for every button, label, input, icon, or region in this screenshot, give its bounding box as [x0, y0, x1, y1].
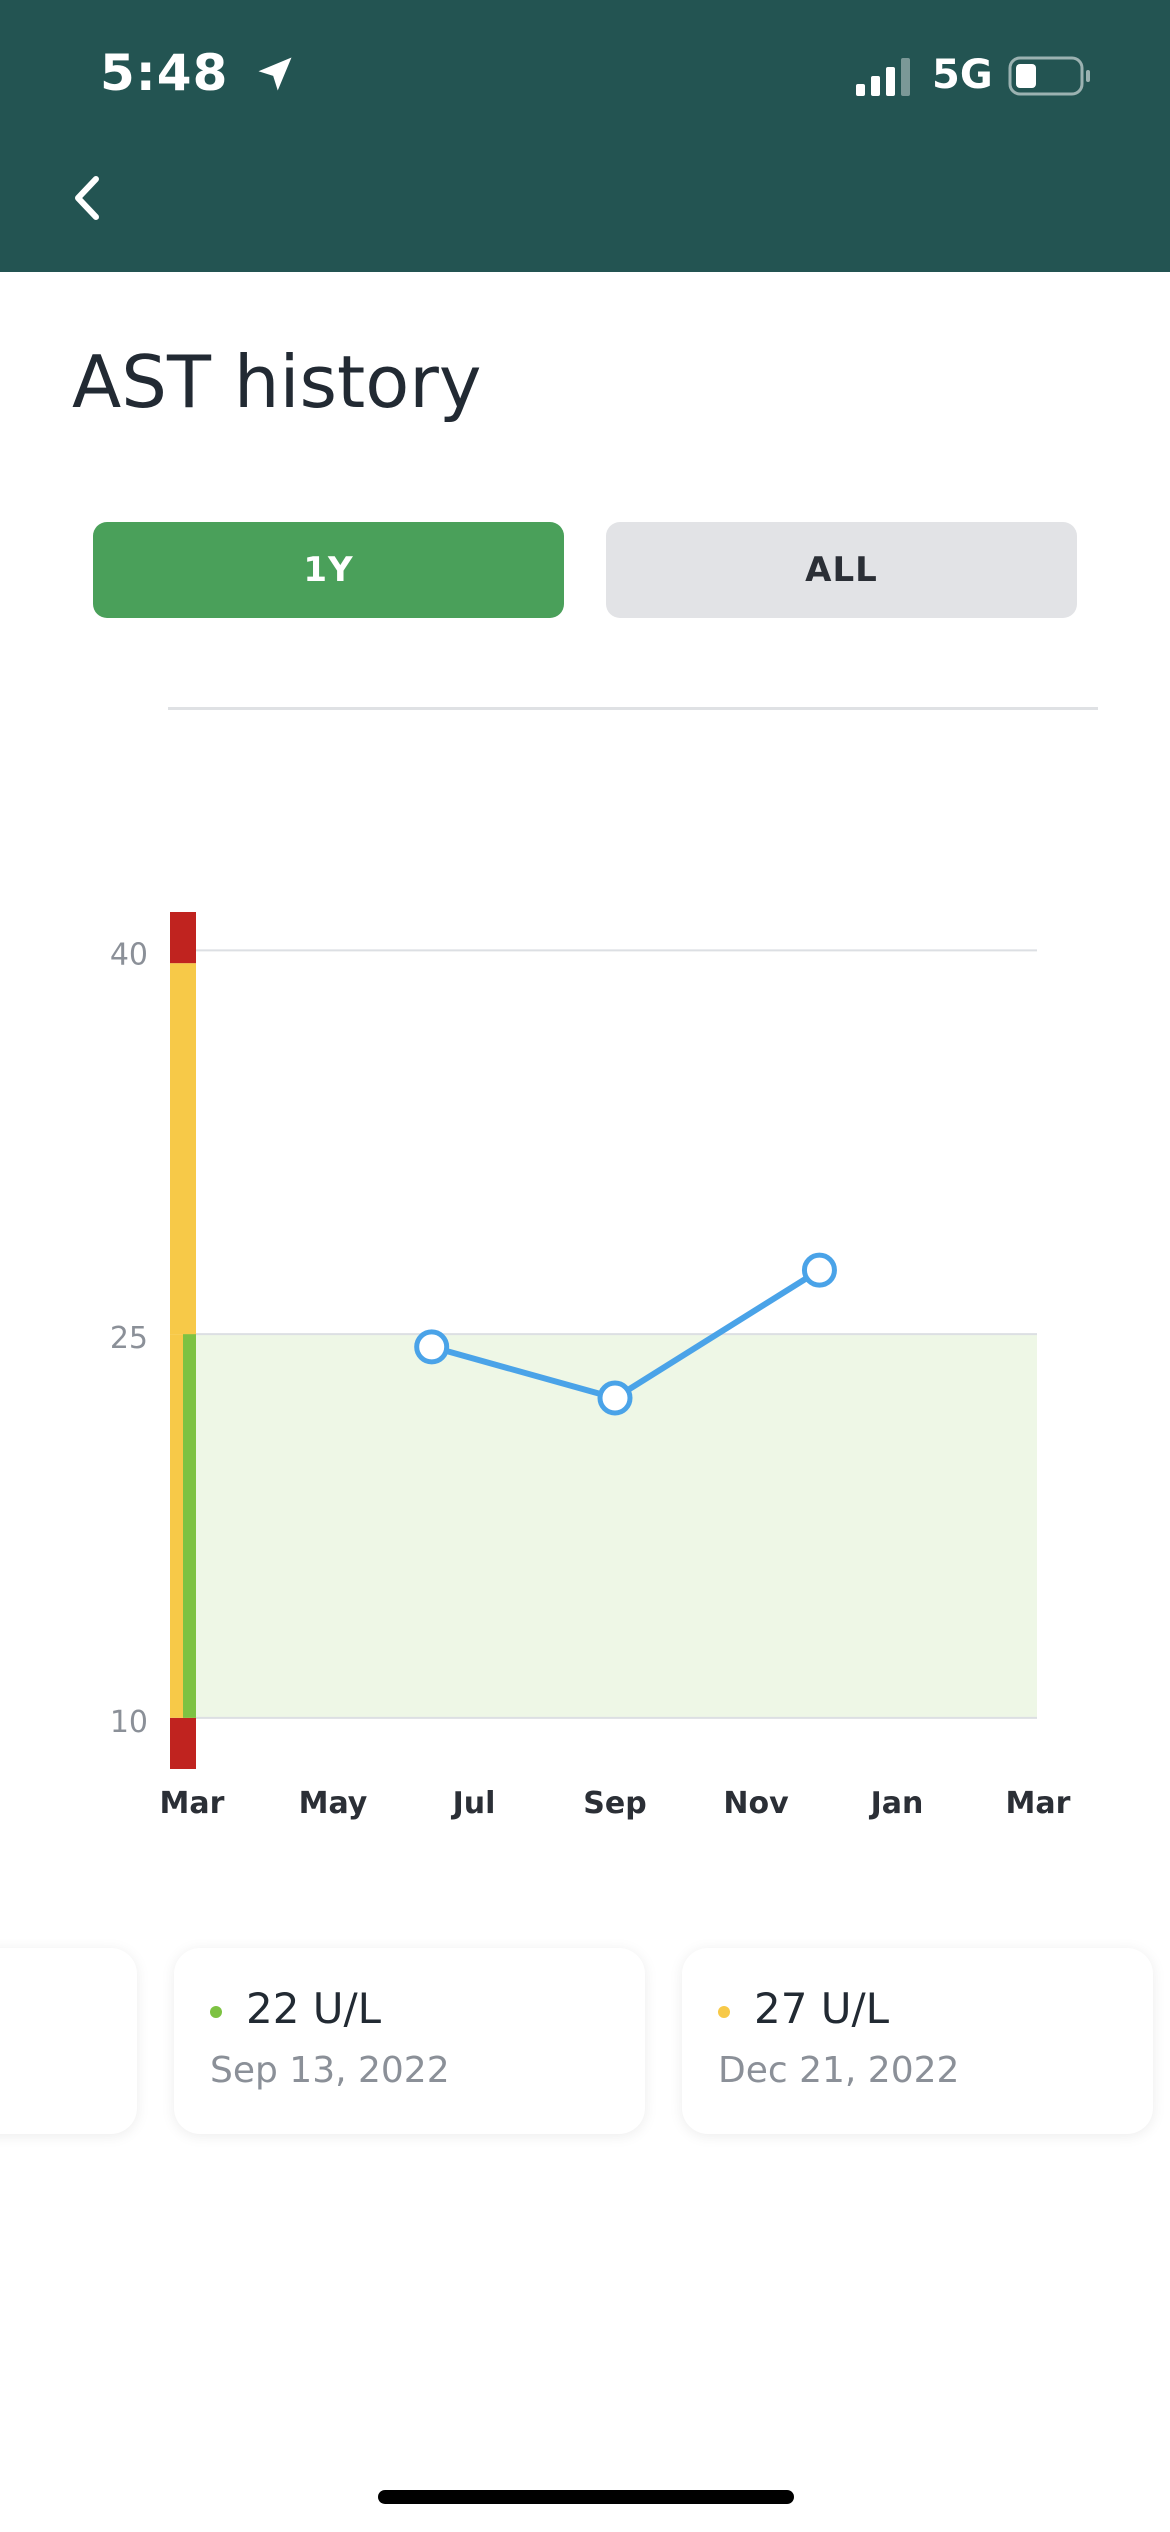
- x-tick-label: Jul: [451, 1786, 496, 1820]
- x-tick-label: Mar: [1006, 1786, 1071, 1820]
- tab-1y[interactable]: 1Y: [93, 522, 564, 618]
- x-tick-label: May: [299, 1786, 368, 1820]
- ast-history-chart: 10 25 40 Mar May Jul Sep Nov Jan Mar: [110, 912, 1071, 1820]
- tab-1y-label: 1Y: [303, 550, 354, 590]
- x-tick-label: Mar: [160, 1786, 225, 1820]
- back-button[interactable]: [62, 168, 112, 228]
- y-tick-label: 25: [110, 1321, 148, 1356]
- data-point: [597, 1380, 633, 1416]
- data-point: [414, 1329, 450, 1365]
- range-band-red: [170, 1717, 196, 1769]
- tab-all[interactable]: ALL: [606, 522, 1077, 618]
- location-arrow-icon: [258, 57, 292, 91]
- result-date: Dec 21, 2022: [718, 2050, 960, 2091]
- result-value: 27 U/L: [754, 1984, 890, 2033]
- result-card-previous[interactable]: [0, 1948, 137, 2134]
- range-band-green-inner: [183, 1334, 196, 1718]
- range-band-yellow: [170, 963, 196, 1335]
- y-tick-label: 10: [110, 1705, 148, 1740]
- divider: [168, 707, 1098, 710]
- status-dot: [210, 2006, 222, 2018]
- network-type: 5G: [932, 52, 993, 98]
- x-tick-label: Sep: [583, 1786, 646, 1820]
- range-band-red: [170, 912, 196, 964]
- data-point: [801, 1252, 837, 1288]
- x-tick-label: Nov: [723, 1786, 789, 1820]
- result-date: Sep 13, 2022: [210, 2050, 450, 2091]
- home-indicator: [378, 2490, 794, 2504]
- app-header: 5:48 5G: [0, 0, 1170, 272]
- y-tick-label: 40: [110, 937, 148, 972]
- status-time: 5:48: [100, 44, 297, 102]
- result-card[interactable]: 27 U/L Dec 21, 2022: [682, 1948, 1153, 2134]
- battery-icon: [1008, 56, 1090, 96]
- page-title: AST history: [72, 340, 482, 424]
- chevron-left-icon: [75, 176, 99, 220]
- signal-bars-icon: [856, 58, 910, 96]
- result-card[interactable]: 22 U/L Sep 13, 2022: [174, 1948, 645, 2134]
- status-time-text: 5:48: [100, 44, 229, 102]
- result-value: 22 U/L: [246, 1984, 382, 2033]
- x-tick-label: Jan: [869, 1786, 924, 1820]
- tab-all-label: ALL: [805, 550, 878, 590]
- status-dot: [718, 2006, 730, 2018]
